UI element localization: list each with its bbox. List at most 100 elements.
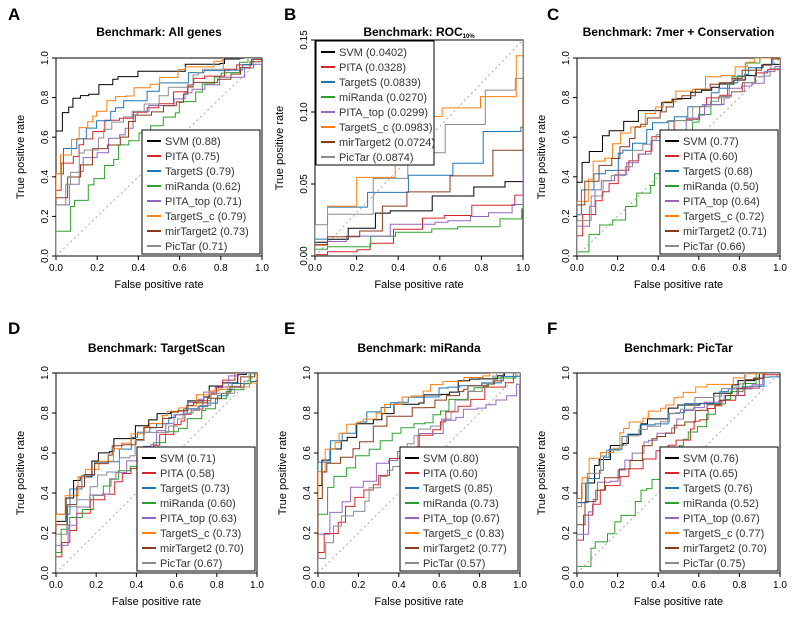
legend-entry: TargetS_c (0.73): [160, 528, 241, 540]
x-tick-label: 1.0: [513, 580, 527, 591]
y-tick-label: 0.10: [299, 102, 310, 122]
roc-curve-pita: [315, 40, 523, 256]
panel-title: Benchmark: miRanda: [357, 341, 481, 355]
y-tick-label: 0.2: [561, 526, 572, 540]
legend-entry: PITA_top (0.67): [683, 513, 760, 525]
legend-entry: miRanda (0.52): [683, 498, 759, 510]
x-tick-label: 0.8: [210, 580, 224, 591]
x-tick-label: 0.8: [732, 580, 746, 591]
y-tick-label: 0.2: [302, 526, 313, 540]
x-tick-label: 0.8: [732, 263, 746, 274]
y-axis-label: True positive rate: [274, 106, 286, 191]
x-tick-label: 0.4: [131, 263, 145, 274]
x-tick-label: 0.6: [432, 580, 446, 591]
x-axis-label: False positive rate: [634, 596, 723, 608]
roc-curve-pictar: [577, 58, 780, 256]
y-tick-label: 0.8: [561, 90, 572, 104]
legend-entry: TargetS_c (0.72): [683, 211, 764, 223]
legend-entry: PITA_top (0.71): [165, 196, 242, 208]
legend-entry: miRanda (0.60): [160, 498, 236, 510]
legend-entry: PITA (0.75): [165, 151, 220, 163]
y-axis-label: True positive rate: [15, 431, 27, 516]
panel-title: Benchmark: 7mer + Conservation: [583, 25, 775, 39]
plot-frame: [55, 372, 258, 574]
curves-group: [56, 58, 262, 256]
legend-entry: TargetS_c (0.83): [423, 528, 504, 540]
legend-entry: mirTarget2 (0.70): [683, 543, 767, 555]
panel-letter: F: [547, 319, 557, 338]
legend-entry: miRanda (0.50): [683, 181, 759, 193]
roc-curve-svm: [318, 373, 520, 573]
legend-entry: PITA (0.65): [683, 468, 738, 480]
legend: SVM (0.80) PITA (0.60) TargetS (0.85) miRan…: [399, 446, 519, 572]
x-tick-label: 1.0: [255, 263, 269, 274]
roc-curve-mirtarget2: [577, 58, 780, 256]
roc-curve-targets: [56, 58, 262, 256]
y-axis-label: True positive rate: [536, 431, 548, 516]
roc-curve-mirtarget2: [318, 373, 520, 573]
x-tick-label: 1.0: [516, 263, 530, 274]
legend-box: [659, 129, 779, 255]
x-tick-label: 0.6: [692, 263, 706, 274]
x-tick-label: 0.4: [651, 580, 665, 591]
legend-entry: miRanda (0.73): [423, 498, 499, 510]
x-tick-label: 1.0: [773, 263, 787, 274]
roc-curve-pictar: [56, 373, 257, 573]
y-tick-label: 0.15: [299, 30, 310, 50]
panel-title: Benchmark: TargetScan: [88, 341, 225, 355]
legend-box: [659, 446, 779, 572]
legend-entry: PicTar (0.75): [683, 558, 745, 570]
legend-entry: PITA (0.0328): [339, 62, 406, 74]
x-tick-label: 0.6: [433, 263, 447, 274]
panel-f: F Benchmark: PicTar 0.0 0.2 0.4 0.6 0.8 1.0 0.0 0…: [536, 319, 787, 608]
y-tick-label: 0.6: [40, 130, 51, 144]
legend-box: [136, 446, 256, 572]
panel-b: B Benchmark: ROC10% 0.0 0.2 0.4 0.6 0.8 1.0 0.00…: [274, 5, 530, 291]
panel-letter: C: [547, 5, 559, 24]
roc-curve-miranda: [315, 40, 523, 256]
roc-curve-targets-c: [577, 58, 780, 256]
legend-entry: SVM (0.88): [165, 136, 221, 148]
roc-curve-pictar: [56, 58, 262, 256]
panel-letter: A: [8, 5, 20, 24]
legend-entry: PITA_top (0.64): [683, 196, 760, 208]
x-axis-label: False positive rate: [634, 279, 723, 291]
x-tick-label: 1.0: [773, 580, 787, 591]
y-tick-label: 0.0: [561, 249, 572, 263]
plot-frame: [576, 372, 781, 574]
curves-group: [577, 373, 780, 573]
legend-entry: mirTarget2 (0.70): [160, 543, 244, 555]
legend-entry: PITA (0.60): [683, 151, 738, 163]
x-tick-label: 0.4: [129, 580, 143, 591]
y-axis-label: True positive rate: [536, 115, 548, 200]
x-tick-label: 0.6: [692, 580, 706, 591]
legend-entry: TargetS (0.85): [423, 483, 493, 495]
x-tick-label: 0.0: [49, 580, 63, 591]
panel-d: D Benchmark: TargetScan 0.0 0.2 0.4 0.6 0.8 1.0…: [8, 319, 264, 608]
roc-curve-svm: [56, 58, 262, 256]
panel-a: A Benchmark: All genes 0.0 0.2 0.4 0.6 0.8 1.0 0…: [8, 5, 269, 291]
y-tick-label: 0.8: [40, 90, 51, 104]
x-tick-label: 0.2: [350, 263, 364, 274]
legend-entry: SVM (0.77): [683, 136, 739, 148]
roc-curve-targets: [56, 373, 257, 573]
x-axis-label: False positive rate: [374, 279, 463, 291]
legend: SVM (0.0402) PITA (0.0328) TargetS (0.0839…: [315, 40, 435, 166]
roc-curve-pita-top: [56, 373, 257, 573]
legend: SVM (0.77) PITA (0.60) TargetS (0.68) miRan…: [659, 129, 779, 255]
plot-frame: [576, 57, 781, 257]
x-tick-label: 0.0: [308, 263, 322, 274]
y-tick-label: 0.4: [302, 486, 313, 500]
legend: SVM (0.71) PITA (0.58) TargetS (0.73) miRan…: [136, 446, 256, 572]
y-tick-label: 1.0: [40, 366, 51, 380]
legend-entry: TargetS_c (0.79): [165, 211, 246, 223]
x-axis-label: False positive rate: [114, 279, 203, 291]
legend-entry: TargetS_c (0.77): [683, 528, 764, 540]
legend-entry: PITA (0.58): [160, 468, 215, 480]
roc-curve-pita-top: [318, 373, 520, 573]
x-tick-label: 0.2: [90, 263, 104, 274]
x-tick-label: 0.4: [391, 263, 405, 274]
y-tick-label: 0.8: [302, 406, 313, 420]
panel-e: E Benchmark: miRanda 0.0 0.2 0.4 0.6 0.8 1.0 0.0…: [277, 319, 527, 608]
legend-entry: SVM (0.71): [160, 453, 216, 465]
